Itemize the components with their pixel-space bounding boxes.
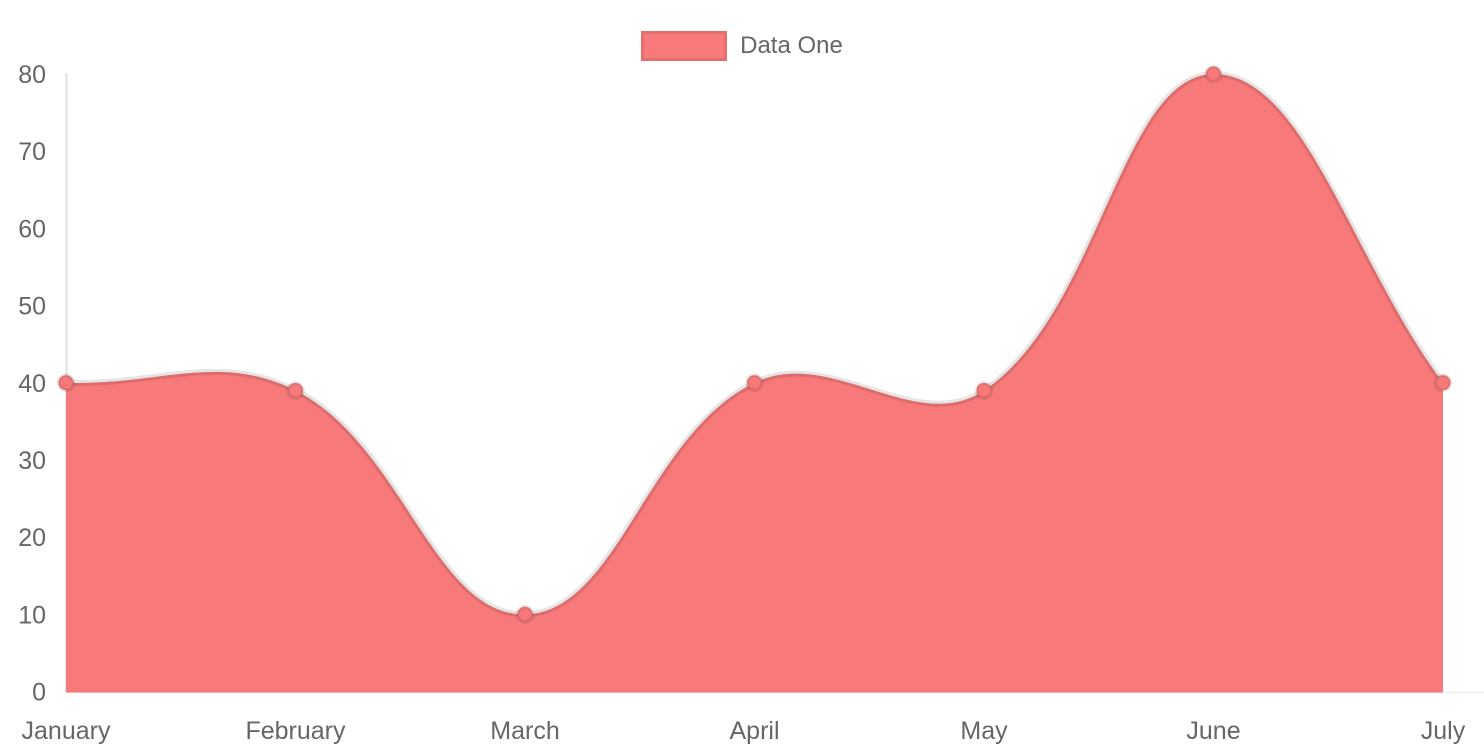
data-point-july[interactable] [1433, 373, 1453, 392]
y-tick-label: 20 [18, 524, 46, 552]
y-tick-label: 50 [18, 293, 46, 321]
y-tick-label: 70 [18, 138, 46, 166]
data-point-may[interactable] [974, 381, 994, 400]
x-tick-label-february: February [245, 717, 346, 745]
x-tick-label-july: July [1421, 717, 1466, 745]
x-tick-label-may: May [960, 717, 1008, 745]
legend: Data One [0, 31, 1484, 61]
data-point-april[interactable] [745, 373, 764, 392]
y-tick-label: 80 [18, 61, 46, 89]
x-tick-label-april: April [729, 717, 779, 745]
y-tick-label: 0 [32, 679, 46, 707]
y-tick-label: 10 [18, 601, 46, 629]
y-tick-label: 30 [18, 447, 46, 475]
legend-swatch [641, 31, 728, 61]
data-point-february[interactable] [286, 381, 305, 400]
x-tick-label-january: January [22, 717, 111, 745]
x-tick-label-march: March [490, 717, 559, 745]
legend-label: Data One [740, 32, 843, 59]
legend-item-data-one[interactable]: Data One [641, 31, 843, 61]
y-tick-label: 60 [18, 215, 46, 243]
x-tick-label-june: June [1186, 717, 1240, 745]
data-point-march[interactable] [515, 605, 535, 624]
data-point-june[interactable] [1204, 64, 1223, 84]
data-point-january[interactable] [56, 373, 76, 392]
y-tick-label: 40 [18, 370, 46, 398]
